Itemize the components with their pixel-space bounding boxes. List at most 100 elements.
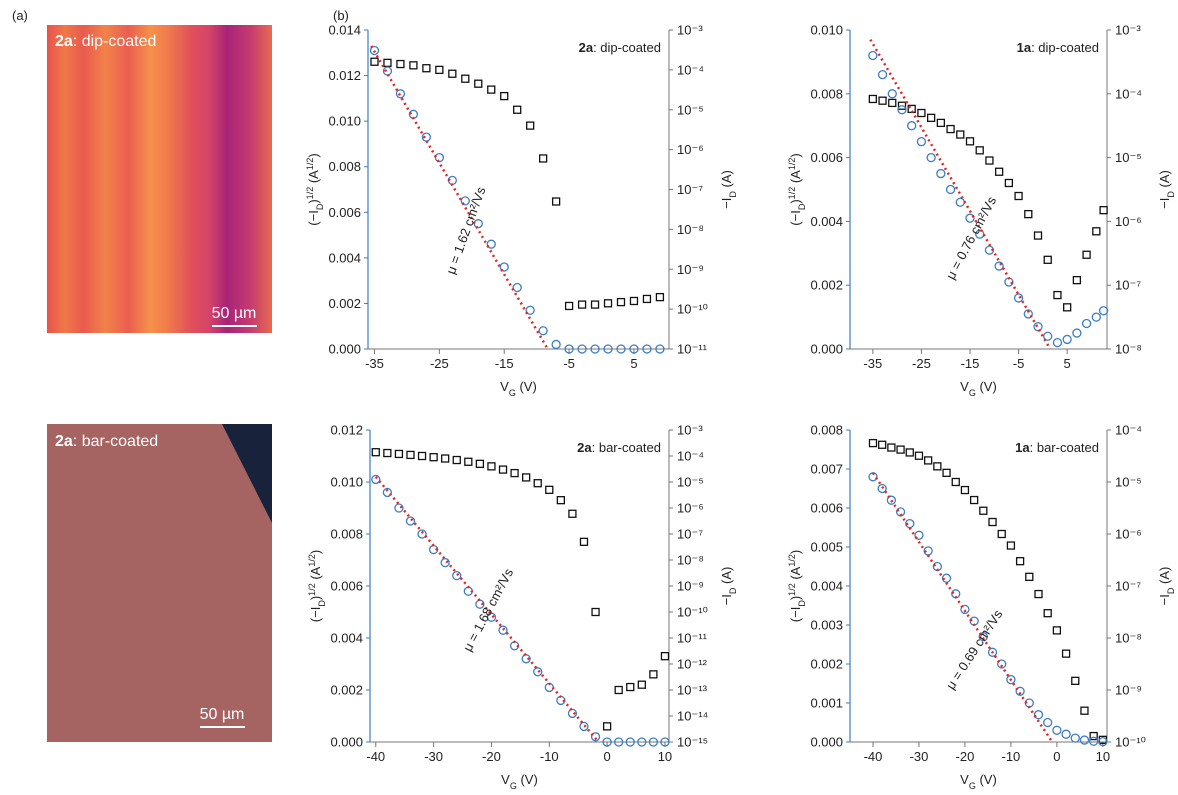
title-sample: 1a bbox=[1017, 40, 1032, 55]
data-point bbox=[448, 69, 457, 78]
data-point bbox=[924, 456, 933, 465]
data-point bbox=[409, 61, 418, 70]
label-part: (A) bbox=[719, 567, 734, 588]
data-point bbox=[579, 721, 589, 732]
scale-label: 50 µm bbox=[200, 706, 245, 723]
label-part: V bbox=[960, 379, 969, 394]
y2-tick-label: 10⁻⁸ bbox=[1115, 631, 1142, 646]
label-part: (V) bbox=[516, 379, 537, 394]
y2-tick-label: 10⁻⁷ bbox=[677, 182, 703, 197]
data-point bbox=[942, 468, 951, 477]
data-point bbox=[460, 196, 470, 206]
x-tick-label: -5 bbox=[563, 356, 575, 371]
y2-axis-label: −ID (A) bbox=[1157, 170, 1176, 209]
data-point bbox=[602, 722, 612, 731]
data-point bbox=[441, 454, 450, 463]
data-point bbox=[660, 652, 670, 661]
y2-tick-label: 10⁻⁶ bbox=[677, 501, 704, 516]
data-point bbox=[487, 85, 496, 94]
data-point bbox=[868, 94, 877, 104]
data-point bbox=[1033, 231, 1043, 240]
data-point bbox=[1098, 736, 1108, 747]
data-point bbox=[936, 118, 945, 128]
data-point bbox=[603, 299, 613, 308]
data-point bbox=[655, 292, 665, 302]
label-part: G bbox=[969, 781, 976, 791]
data-point bbox=[994, 261, 1004, 271]
title-text: : dip-coated bbox=[1031, 40, 1099, 55]
data-point bbox=[660, 737, 670, 747]
data-point bbox=[417, 529, 427, 539]
data-point bbox=[396, 59, 405, 69]
data-point bbox=[614, 737, 624, 747]
label-part: −I bbox=[719, 198, 734, 209]
data-point bbox=[603, 344, 613, 354]
y-tick-label: 0.010 bbox=[328, 114, 361, 129]
data-point bbox=[637, 737, 647, 747]
y2-tick-label: 10⁻⁶ bbox=[1115, 527, 1142, 542]
data-point bbox=[987, 647, 998, 657]
image-caption: 2a: bar-coated bbox=[55, 433, 158, 450]
data-point bbox=[513, 105, 522, 114]
data-point bbox=[1015, 686, 1025, 696]
label-part: ) bbox=[788, 153, 803, 157]
label-part: 1/2 bbox=[307, 554, 317, 567]
data-point bbox=[435, 65, 444, 75]
chart-title: 1a: dip-coated bbox=[1017, 40, 1099, 55]
label-part: V bbox=[501, 772, 510, 787]
data-point bbox=[946, 124, 955, 134]
data-point bbox=[997, 529, 1006, 539]
y-tick-label: 0.010 bbox=[810, 23, 843, 38]
y2-tick-label: 10⁻⁵ bbox=[677, 475, 704, 490]
label-part: D bbox=[728, 587, 738, 594]
x-tick-label: -40 bbox=[366, 749, 385, 764]
data-point bbox=[642, 294, 652, 304]
label-part: 1/2 bbox=[787, 158, 797, 171]
data-point bbox=[994, 167, 1004, 176]
data-point bbox=[975, 229, 985, 239]
data-point bbox=[486, 612, 497, 622]
chart-title: 2a: bar-coated bbox=[577, 440, 661, 455]
data-point bbox=[907, 121, 917, 131]
y2-tick-label: 10⁻⁶ bbox=[677, 142, 704, 157]
y2-axis-label: −ID (A) bbox=[719, 170, 738, 209]
y2-tick-label: 10⁻⁵ bbox=[677, 102, 704, 117]
data-point bbox=[897, 101, 907, 110]
y2-tick-label: 10⁻³ bbox=[677, 423, 703, 438]
data-point bbox=[936, 168, 946, 179]
substrate-edge bbox=[222, 424, 272, 523]
y-tick-label: 0.006 bbox=[330, 579, 363, 594]
title-text: : dip-coated bbox=[593, 40, 661, 55]
y2-axis-label: −ID (A) bbox=[1157, 567, 1176, 606]
label-part: 1/2 bbox=[787, 554, 797, 567]
data-point bbox=[394, 503, 404, 513]
data-point bbox=[1099, 206, 1108, 215]
label-part: 1/2 bbox=[787, 583, 797, 596]
data-point bbox=[626, 682, 635, 692]
data-point bbox=[452, 455, 461, 465]
y2-axis-label: −ID (A) bbox=[719, 567, 738, 606]
label-part: 1/2 bbox=[307, 583, 317, 596]
data-point bbox=[464, 457, 473, 466]
label-part: D bbox=[797, 600, 807, 607]
data-point bbox=[567, 708, 578, 719]
y2-tick-label: 10⁻¹² bbox=[677, 657, 708, 672]
x-axis-label: VG (V) bbox=[960, 379, 997, 398]
y2-tick-label: 10⁻¹⁰ bbox=[1115, 735, 1146, 750]
panel-label: (a) bbox=[12, 8, 28, 23]
y2-tick-label: 10⁻¹¹ bbox=[677, 631, 708, 646]
data-point bbox=[923, 546, 933, 556]
label-part: V bbox=[500, 379, 509, 394]
data-point bbox=[896, 445, 905, 454]
x-axis-label: VG (V) bbox=[960, 772, 997, 791]
label-part: (A) bbox=[719, 170, 734, 191]
fit-line bbox=[869, 38, 1052, 350]
title-sample: 1a bbox=[1015, 440, 1030, 455]
x-tick-label: 5 bbox=[1064, 356, 1071, 371]
y-tick-label: 0.002 bbox=[810, 657, 843, 672]
y-tick-label: 0.008 bbox=[328, 159, 361, 174]
data-point bbox=[1023, 309, 1033, 319]
y-tick-label: 0.004 bbox=[810, 579, 843, 594]
data-point bbox=[969, 495, 979, 505]
data-point bbox=[568, 509, 577, 518]
